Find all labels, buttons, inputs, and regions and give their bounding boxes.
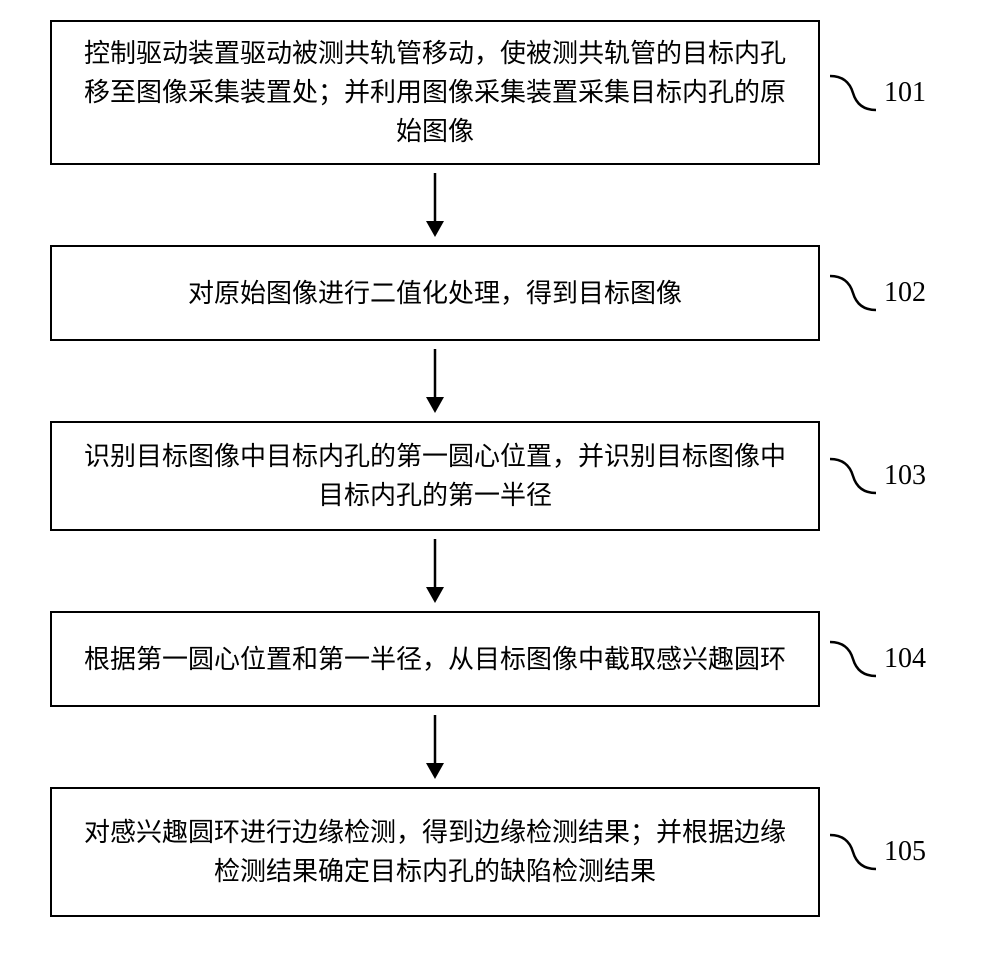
label-connector bbox=[828, 451, 878, 501]
step-box-102: 对原始图像进行二值化处理，得到目标图像 bbox=[50, 245, 820, 341]
arrow-wrap bbox=[50, 531, 820, 611]
arrow-down bbox=[420, 173, 450, 237]
step-box-104: 根据第一圆心位置和第一半径，从目标图像中截取感兴趣圆环 bbox=[50, 611, 820, 707]
arrow-down bbox=[420, 349, 450, 413]
arrow-down bbox=[420, 539, 450, 603]
bracket-curve bbox=[828, 634, 878, 684]
flowchart-container: 控制驱动装置驱动被测共轨管移动，使被测共轨管的目标内孔移至图像采集装置处；并利用… bbox=[50, 20, 950, 917]
bracket-curve bbox=[828, 268, 878, 318]
step-label: 103 bbox=[884, 460, 926, 492]
step-label: 102 bbox=[884, 277, 926, 309]
label-connector bbox=[828, 827, 878, 877]
arrow-down bbox=[420, 715, 450, 779]
step-box-103: 识别目标图像中目标内孔的第一圆心位置，并识别目标图像中目标内孔的第一半径 bbox=[50, 421, 820, 531]
step-row: 根据第一圆心位置和第一半径，从目标图像中截取感兴趣圆环 104 bbox=[50, 611, 950, 707]
arrow-wrap bbox=[50, 165, 820, 245]
step-row: 对原始图像进行二值化处理，得到目标图像 102 bbox=[50, 245, 950, 341]
arrow-wrap bbox=[50, 341, 820, 421]
step-label: 105 bbox=[884, 836, 926, 868]
step-row: 识别目标图像中目标内孔的第一圆心位置，并识别目标图像中目标内孔的第一半径 103 bbox=[50, 421, 950, 531]
label-connector bbox=[828, 634, 878, 684]
bracket-curve bbox=[828, 451, 878, 501]
arrow-wrap bbox=[50, 707, 820, 787]
label-connector bbox=[828, 68, 878, 118]
bracket-curve bbox=[828, 68, 878, 118]
step-box-101: 控制驱动装置驱动被测共轨管移动，使被测共轨管的目标内孔移至图像采集装置处；并利用… bbox=[50, 20, 820, 165]
step-label: 101 bbox=[884, 77, 926, 109]
step-label: 104 bbox=[884, 643, 926, 675]
step-row: 控制驱动装置驱动被测共轨管移动，使被测共轨管的目标内孔移至图像采集装置处；并利用… bbox=[50, 20, 950, 165]
step-box-105: 对感兴趣圆环进行边缘检测，得到边缘检测结果；并根据边缘检测结果确定目标内孔的缺陷… bbox=[50, 787, 820, 917]
bracket-curve bbox=[828, 827, 878, 877]
step-row: 对感兴趣圆环进行边缘检测，得到边缘检测结果；并根据边缘检测结果确定目标内孔的缺陷… bbox=[50, 787, 950, 917]
label-connector bbox=[828, 268, 878, 318]
